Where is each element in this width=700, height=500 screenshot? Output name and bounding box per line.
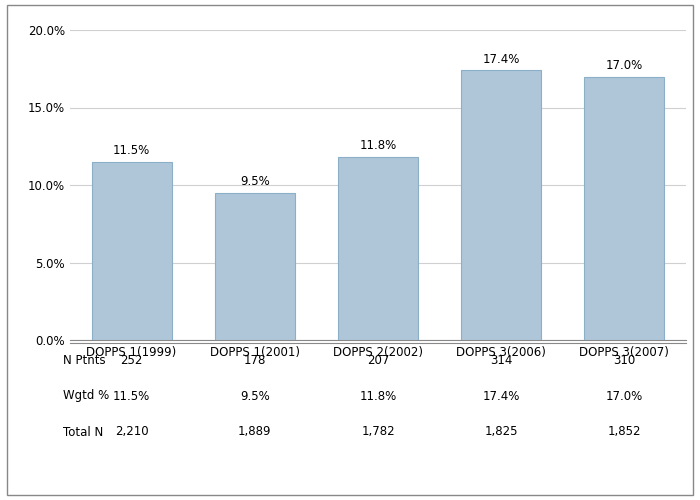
Text: Wgtd %: Wgtd % <box>63 390 109 402</box>
Text: 2,210: 2,210 <box>115 426 148 438</box>
Text: 11.8%: 11.8% <box>359 390 397 402</box>
Text: 1,782: 1,782 <box>361 426 395 438</box>
Text: 11.5%: 11.5% <box>113 390 150 402</box>
Bar <box>584 76 664 340</box>
Text: 9.5%: 9.5% <box>240 390 270 402</box>
Text: 17.4%: 17.4% <box>482 390 520 402</box>
Bar <box>215 192 295 340</box>
Text: 17.0%: 17.0% <box>606 59 643 72</box>
Text: 17.4%: 17.4% <box>482 52 520 66</box>
Text: 11.8%: 11.8% <box>359 140 397 152</box>
Bar <box>92 162 172 340</box>
Text: 11.5%: 11.5% <box>113 144 150 157</box>
Text: 17.0%: 17.0% <box>606 390 643 402</box>
Text: 1,889: 1,889 <box>238 426 272 438</box>
Text: 1,825: 1,825 <box>484 426 518 438</box>
Text: 314: 314 <box>490 354 512 366</box>
Bar <box>338 157 418 340</box>
Text: 310: 310 <box>613 354 636 366</box>
Bar <box>461 70 541 340</box>
Text: 9.5%: 9.5% <box>240 175 270 188</box>
Text: 252: 252 <box>120 354 143 366</box>
Text: 178: 178 <box>244 354 266 366</box>
Text: N Ptnts: N Ptnts <box>63 354 106 366</box>
Text: Total N: Total N <box>63 426 104 438</box>
Text: 1,852: 1,852 <box>608 426 641 438</box>
Text: 207: 207 <box>367 354 389 366</box>
